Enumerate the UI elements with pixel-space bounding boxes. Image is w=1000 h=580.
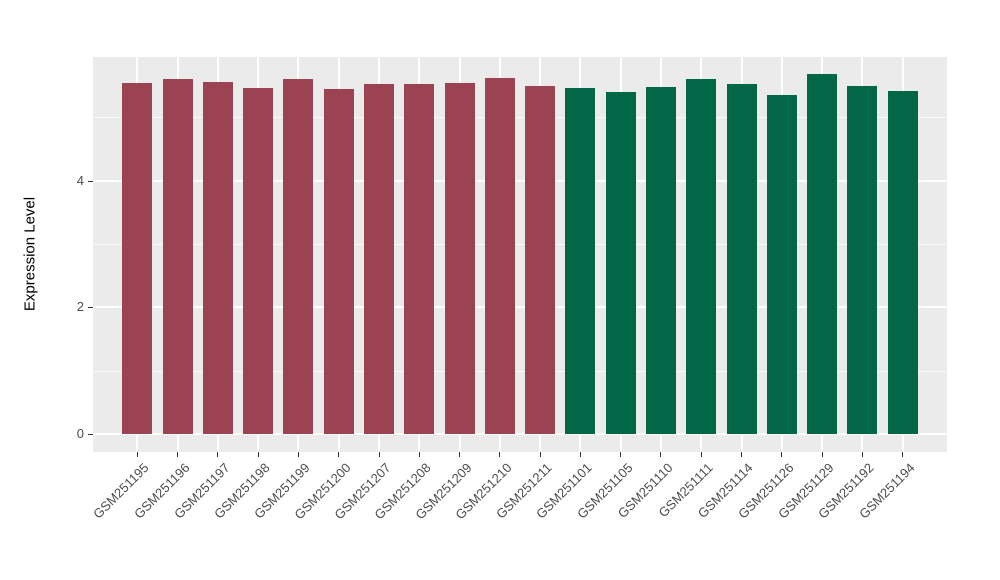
- x-tick: [821, 452, 823, 457]
- y-grid-major-line: [93, 433, 947, 435]
- x-tick: [338, 452, 340, 457]
- y-tick: [88, 307, 93, 309]
- bar: [323, 88, 354, 434]
- bar: [444, 83, 475, 434]
- bar: [565, 88, 596, 434]
- bar: [404, 84, 435, 434]
- x-tick: [620, 452, 622, 457]
- y-tick: [88, 434, 93, 435]
- bar: [243, 87, 274, 434]
- y-grid-minor-line: [93, 117, 947, 119]
- bar: [122, 82, 153, 434]
- bar: [283, 78, 314, 434]
- x-tick: [418, 452, 420, 457]
- y-grid-major-line: [93, 179, 947, 182]
- y-tick-label: 4: [76, 172, 84, 188]
- bar: [766, 94, 797, 434]
- x-tick: [539, 452, 541, 457]
- bar: [364, 84, 394, 434]
- x-tick: [781, 452, 783, 457]
- bar: [726, 83, 757, 434]
- y-tick: [88, 180, 93, 182]
- x-tick: [579, 452, 581, 457]
- bar: [162, 78, 193, 434]
- x-tick: [741, 452, 743, 457]
- plot-panel: [93, 57, 947, 452]
- x-tick: [902, 452, 904, 457]
- x-tick: [297, 452, 299, 457]
- y-axis-title: Expression Level: [21, 196, 39, 312]
- bar: [887, 91, 918, 434]
- y-grid-major-line: [93, 306, 947, 309]
- x-tick: [861, 452, 863, 457]
- x-tick: [700, 452, 702, 457]
- x-tick: [136, 452, 138, 457]
- y-tick-label: 2: [76, 299, 84, 315]
- x-tick: [499, 452, 501, 457]
- bar: [202, 81, 233, 434]
- y-grid-minor-line: [93, 244, 947, 245]
- bar: [686, 78, 717, 434]
- bar: [807, 74, 838, 434]
- bar: [605, 92, 636, 434]
- x-tick: [459, 452, 461, 457]
- x-tick: [378, 452, 380, 457]
- y-tick-label: 0: [76, 426, 84, 441]
- bar: [484, 78, 515, 434]
- bar: [525, 85, 556, 434]
- x-tick: [257, 452, 259, 457]
- bar: [847, 86, 878, 434]
- x-tick: [177, 452, 179, 457]
- x-tick: [660, 452, 662, 457]
- y-grid-minor-line: [93, 370, 947, 372]
- x-tick: [217, 452, 219, 457]
- bar: [645, 86, 676, 434]
